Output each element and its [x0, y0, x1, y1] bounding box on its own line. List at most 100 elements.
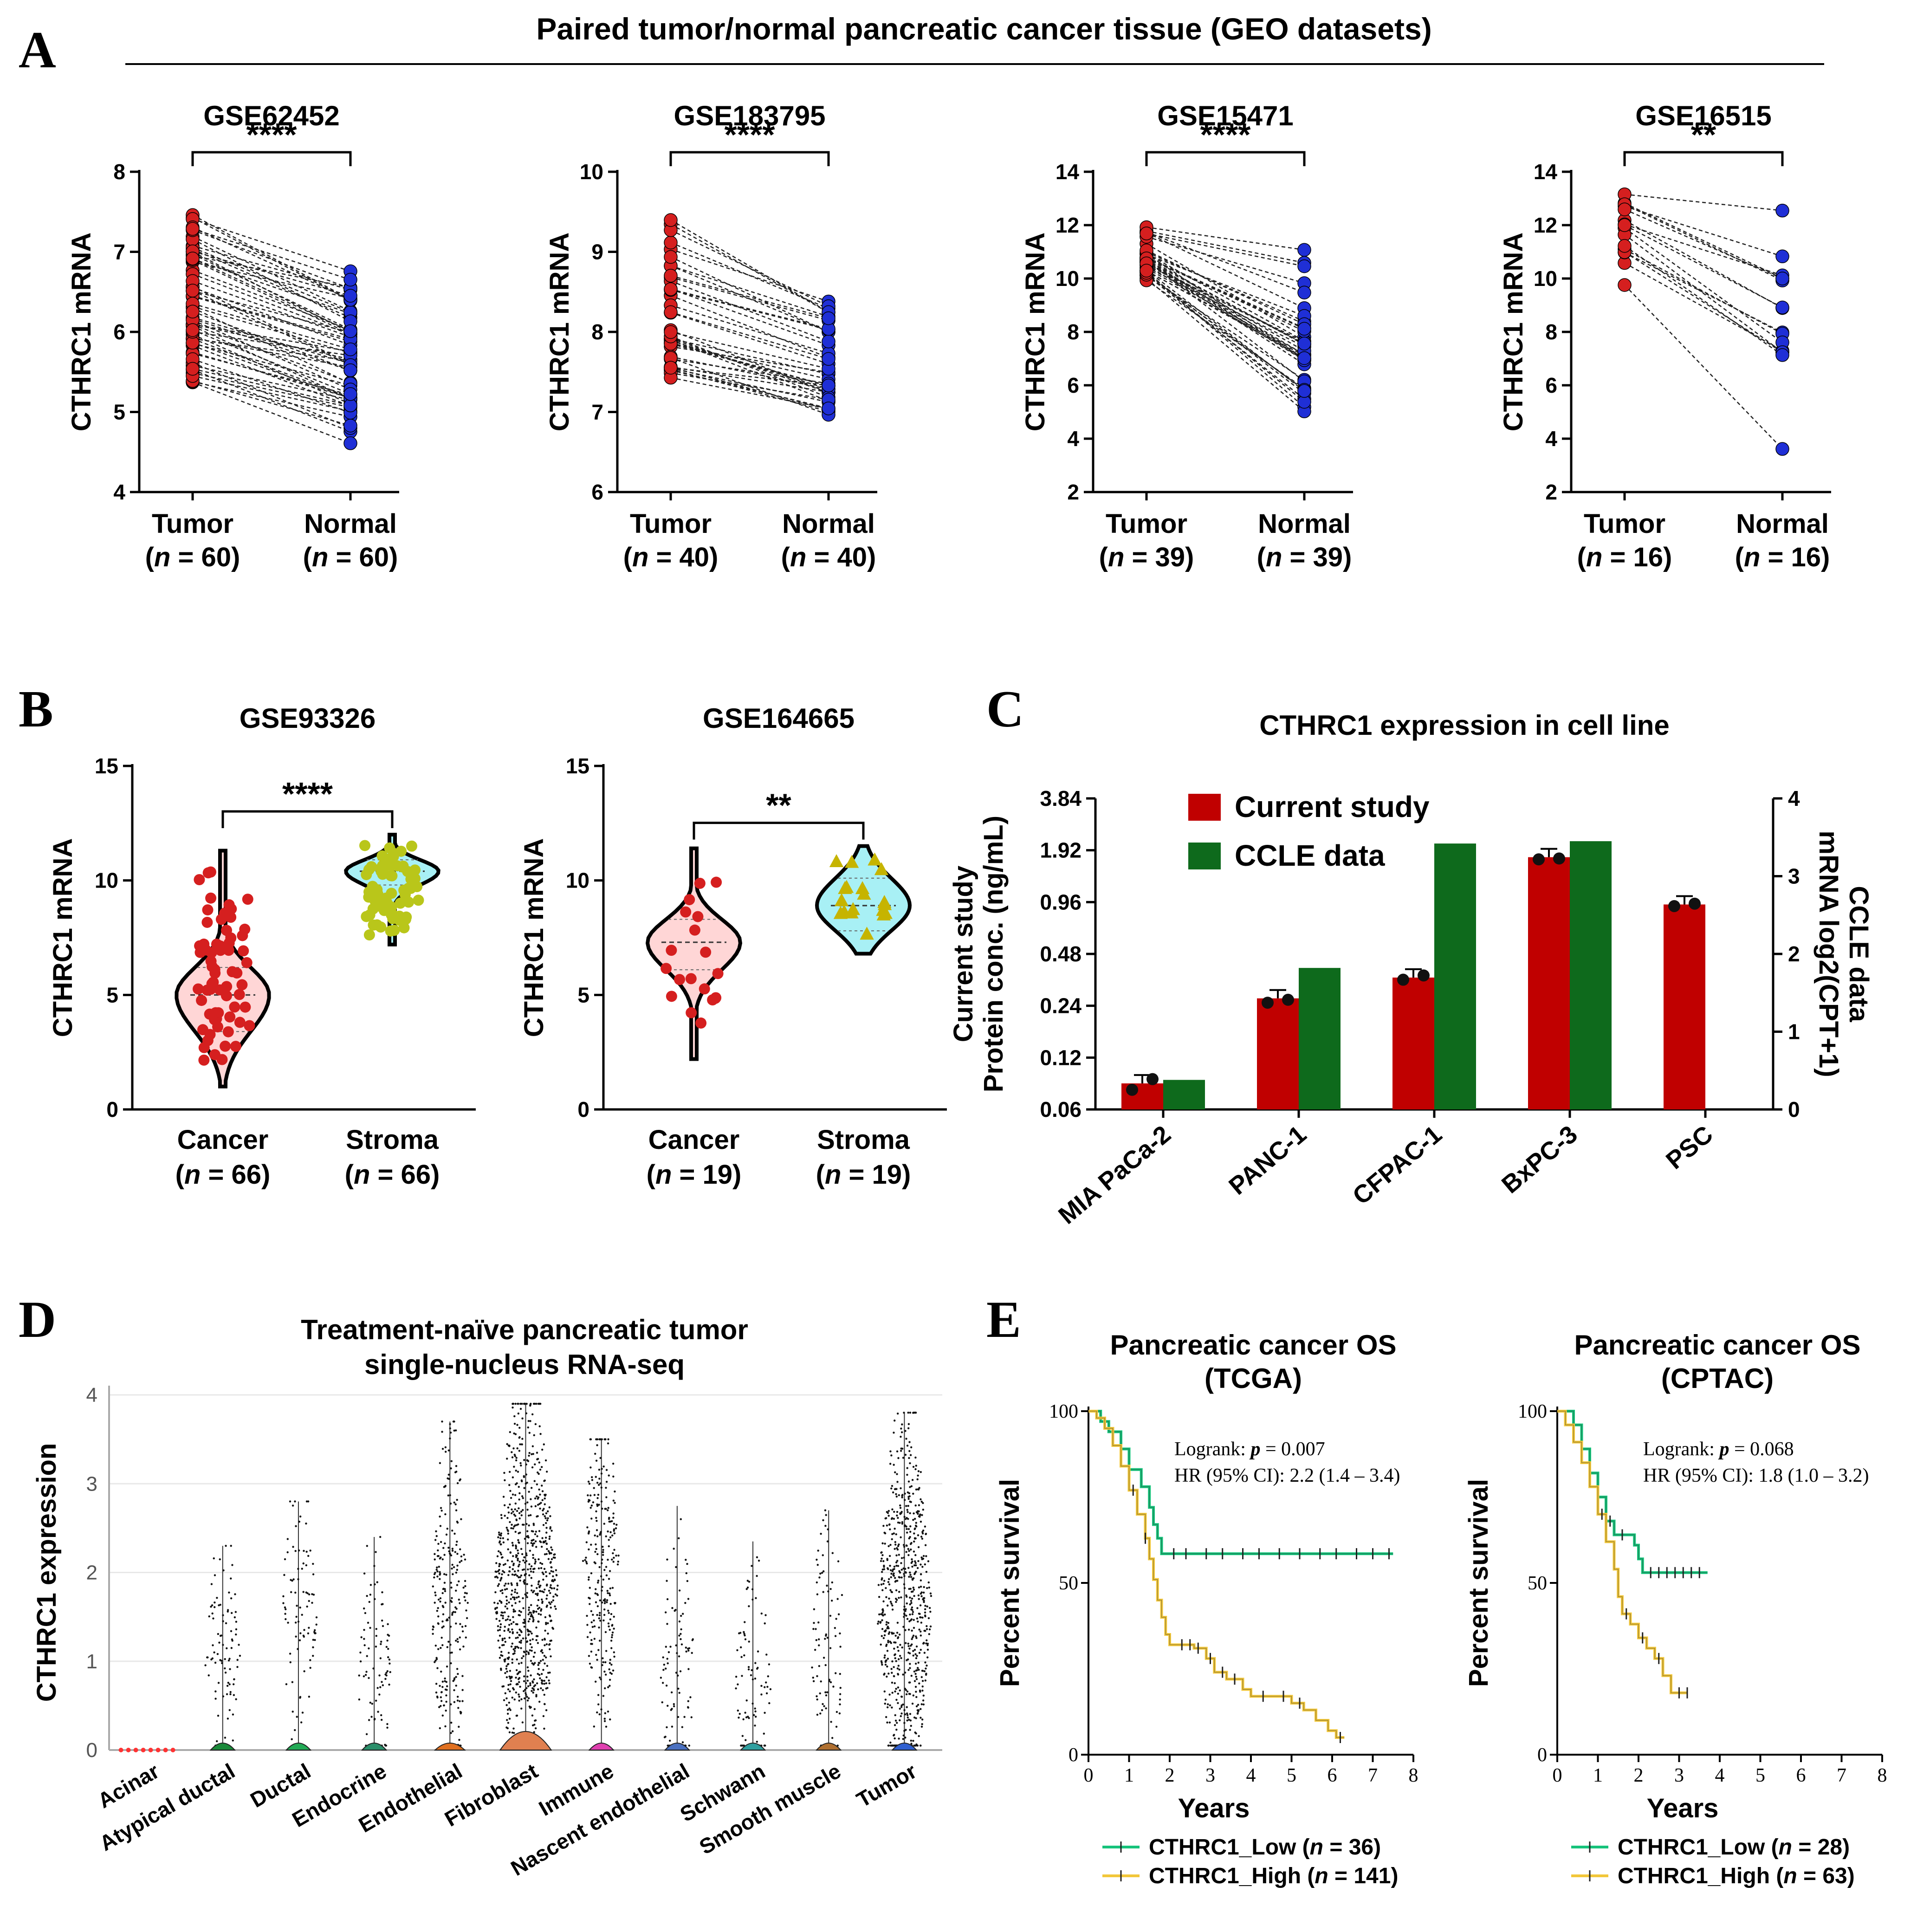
- data-point: [536, 1483, 538, 1485]
- bar-ccle-data: [1570, 841, 1612, 1109]
- data-point: [841, 1594, 843, 1596]
- data-point: [881, 1628, 884, 1630]
- data-point: [527, 1697, 530, 1699]
- data-point: [597, 1649, 600, 1651]
- data-point: [909, 1645, 912, 1647]
- data-point: [440, 1696, 442, 1699]
- data-point: [498, 1541, 501, 1544]
- x-axis-label: Years: [1178, 1793, 1250, 1823]
- data-point: [748, 1640, 750, 1643]
- data-point: [220, 990, 232, 1002]
- pair-line: [1146, 261, 1305, 365]
- data-point: [592, 1614, 594, 1616]
- data-point: [232, 1683, 235, 1686]
- data-point: [294, 1549, 297, 1552]
- bar-ccle-data: [1163, 1080, 1205, 1109]
- data-point: [543, 1679, 546, 1682]
- data-point: [890, 1573, 893, 1575]
- data-point: [544, 1497, 546, 1500]
- data-point: [222, 1614, 224, 1616]
- data-point: [456, 1638, 459, 1640]
- data-point: [922, 1591, 925, 1594]
- y-axis-label: CTHRC1 mRNA: [48, 838, 78, 1037]
- data-point: [918, 1735, 920, 1738]
- data-point: [678, 1655, 680, 1658]
- data-point: [906, 1712, 908, 1715]
- data-point: [539, 1660, 542, 1662]
- data-point: [514, 1588, 517, 1591]
- data-point: [359, 1651, 362, 1654]
- data-point: [534, 1560, 537, 1563]
- data-point: [546, 1687, 549, 1689]
- data-point: [214, 1698, 217, 1700]
- data-point: [667, 1705, 669, 1707]
- data-point: [914, 1731, 916, 1734]
- data-point: [894, 1548, 896, 1550]
- data-point: [532, 1692, 534, 1694]
- data-point: [542, 1573, 545, 1575]
- data-point: [544, 1493, 547, 1496]
- data-point: [537, 1471, 539, 1474]
- legend-swatch: [1188, 843, 1221, 869]
- bar-ccle-data: [1299, 968, 1341, 1109]
- data-point: [541, 1562, 544, 1565]
- data-point: [526, 1501, 529, 1504]
- data-point: [897, 1658, 900, 1660]
- data-point: [441, 1447, 444, 1450]
- data-point: [549, 1648, 551, 1651]
- data-point: [922, 1694, 925, 1697]
- pair-line: [1146, 250, 1305, 325]
- data-point: [527, 1634, 530, 1636]
- data-point: [444, 1446, 447, 1449]
- data-point: [611, 1634, 614, 1636]
- data-point: [502, 1614, 504, 1617]
- category-label: Tumor: [1106, 509, 1187, 539]
- data-point: [550, 1566, 552, 1569]
- data-point: [451, 1548, 454, 1550]
- data-point: [906, 1467, 908, 1469]
- data-point: [685, 1650, 687, 1653]
- data-point: [613, 1549, 615, 1551]
- pair-line: [1146, 274, 1305, 400]
- data-point: [225, 1622, 227, 1625]
- data-point: [926, 1644, 929, 1647]
- data-point: [820, 1532, 822, 1535]
- data-point: [497, 1625, 499, 1627]
- data-point: [903, 1516, 906, 1518]
- data-point: [813, 1608, 816, 1610]
- data-point: [506, 1618, 509, 1621]
- data-point: [440, 1541, 442, 1543]
- data-point: [523, 1626, 525, 1628]
- data-point: [458, 1580, 460, 1582]
- data-point: [881, 1663, 883, 1666]
- x-tick-label: 6: [1796, 1765, 1806, 1786]
- data-point: [596, 1594, 599, 1596]
- data-point: [531, 1539, 533, 1542]
- data-point: [395, 897, 406, 909]
- data-point: [498, 1565, 500, 1568]
- data-point: [920, 1536, 923, 1538]
- data-point: [824, 1524, 827, 1527]
- category-n-label: (n = 40): [781, 542, 876, 572]
- data-point: [899, 1689, 901, 1692]
- data-point: [512, 1608, 515, 1611]
- data-point: [903, 1587, 906, 1589]
- data-point: [611, 1636, 613, 1639]
- data-point: [594, 1452, 596, 1455]
- data-point: [609, 1570, 611, 1572]
- y-tick-label: 10: [566, 869, 589, 893]
- data-point: [839, 1673, 841, 1675]
- data-point: [887, 1568, 889, 1570]
- data-point: [537, 1664, 539, 1666]
- data-point: [523, 1650, 525, 1653]
- data-point: [595, 1517, 597, 1519]
- data-point: [514, 1494, 517, 1496]
- data-point: [384, 842, 395, 854]
- data-point: [439, 1525, 442, 1527]
- data-point: [512, 1511, 514, 1513]
- normal-point: [343, 342, 357, 357]
- data-point: [898, 1570, 900, 1572]
- data-point: [893, 1734, 895, 1736]
- data-point: [886, 1665, 888, 1668]
- data-point: [231, 1640, 233, 1642]
